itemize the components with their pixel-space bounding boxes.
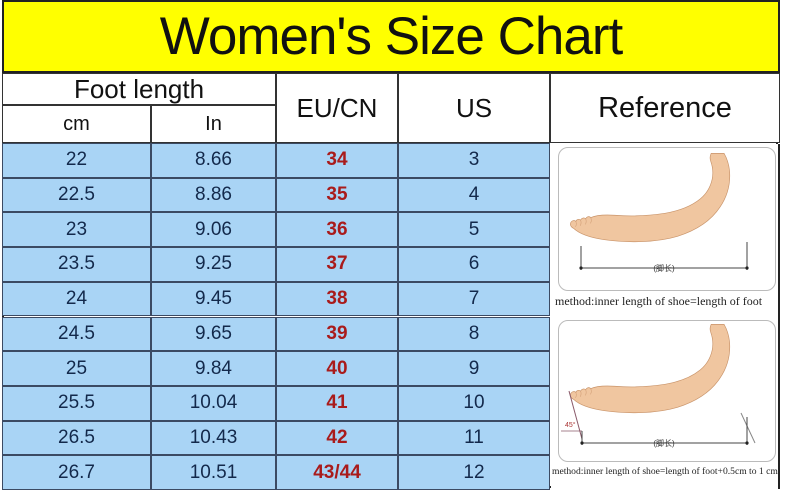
svg-text:(脚长): (脚长) — [653, 263, 675, 273]
svg-text:45°: 45° — [565, 421, 576, 429]
svg-text:(脚长): (脚长) — [653, 438, 675, 448]
